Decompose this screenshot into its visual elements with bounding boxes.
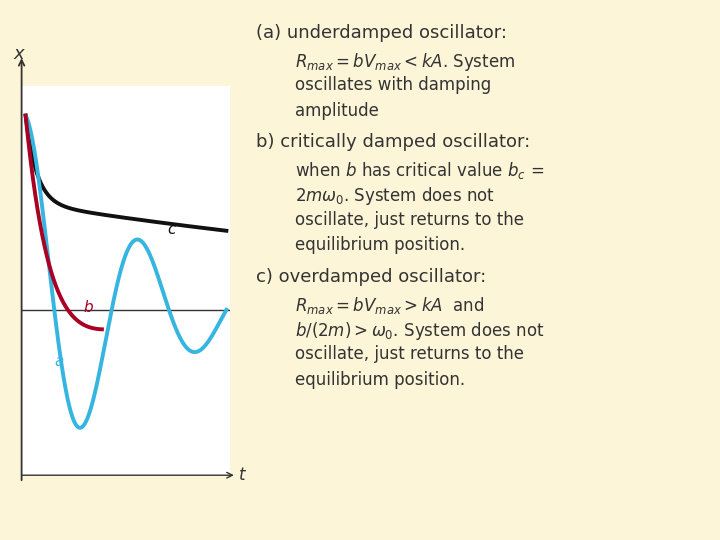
Text: when $b$ has critical value $b_c$ =: when $b$ has critical value $b_c$ = — [295, 160, 544, 181]
Text: a: a — [55, 354, 64, 369]
Text: t: t — [239, 466, 246, 484]
Text: oscillates with damping: oscillates with damping — [295, 76, 492, 94]
Text: oscillate, just returns to the: oscillate, just returns to the — [295, 346, 524, 363]
Text: $b/(2m)>\omega_0$. System does not: $b/(2m)>\omega_0$. System does not — [295, 320, 544, 342]
Text: $R_{max}$$=bV_{max}$$>kA$  and: $R_{max}$$=bV_{max}$$>kA$ and — [295, 295, 485, 315]
Text: $R_{max}$$=bV_{max}$$<kA$. System: $R_{max}$$=bV_{max}$$<kA$. System — [295, 51, 516, 73]
Text: (a) underdamped oscillator:: (a) underdamped oscillator: — [256, 24, 507, 42]
Text: $2m\omega_0$. System does not: $2m\omega_0$. System does not — [295, 185, 495, 207]
Text: b) critically damped oscillator:: b) critically damped oscillator: — [256, 133, 530, 151]
Text: c: c — [168, 222, 176, 237]
Text: oscillate, just returns to the: oscillate, just returns to the — [295, 211, 524, 229]
Text: x: x — [13, 45, 24, 63]
Text: amplitude: amplitude — [295, 102, 379, 120]
Text: c) overdamped oscillator:: c) overdamped oscillator: — [256, 268, 486, 286]
Text: equilibrium position.: equilibrium position. — [295, 371, 465, 389]
Text: equilibrium position.: equilibrium position. — [295, 236, 465, 254]
Text: b: b — [84, 300, 93, 315]
